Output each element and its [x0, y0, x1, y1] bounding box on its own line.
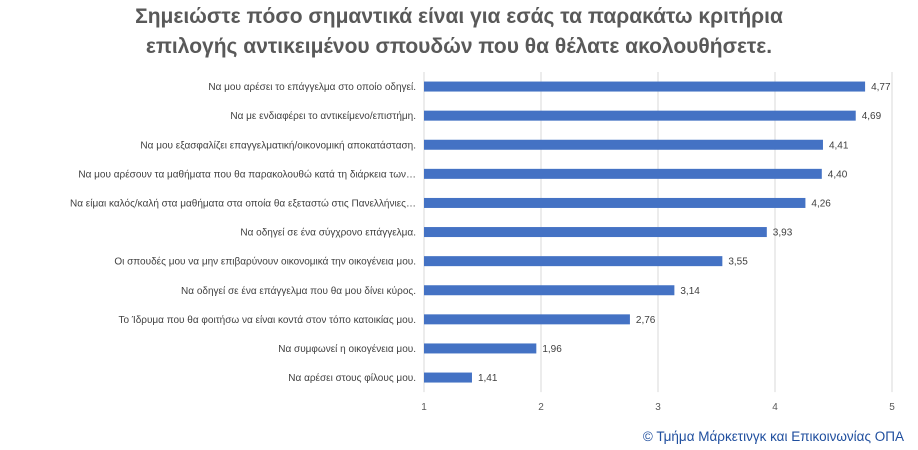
category-label: Το Ίδρυμα που θα φοιτήσω να είναι κοντά … [119, 314, 417, 326]
data-label: 3,55 [728, 257, 748, 268]
bar [424, 285, 675, 296]
category-label: Να αρέσει στους φίλους μου. [288, 372, 416, 384]
chart-title-line-1: Σημειώστε πόσο σημαντικά είναι για εσάς … [135, 5, 783, 28]
data-label: 4,40 [828, 169, 848, 180]
data-label: 4,77 [871, 82, 891, 93]
x-tick-label: 4 [772, 402, 778, 413]
bar [424, 81, 866, 92]
bar [424, 197, 806, 208]
copyright-footer: © Τμήμα Μάρκετινγκ και Επικοινωνίας ΟΠΑ [642, 429, 904, 444]
data-label: 3,93 [773, 228, 793, 239]
x-tick-label: 1 [421, 402, 427, 413]
bar [424, 343, 537, 354]
category-label: Να οδηγεί σε ένα σύγχρονο επάγγελμα. [240, 227, 416, 239]
bar [424, 110, 856, 121]
chart-title: Σημειώστε πόσο σημαντικά είναι για εσάς … [0, 2, 918, 62]
data-label: 3,14 [680, 286, 700, 297]
category-label: Να μου εξασφαλίζει επαγγελματική/οικονομ… [140, 139, 416, 151]
bar [424, 227, 767, 238]
data-label: 4,69 [862, 111, 882, 122]
x-tick-label: 2 [538, 402, 544, 413]
data-label: 1,41 [478, 373, 498, 384]
bar [424, 168, 822, 179]
category-label: Να είμαι καλός/καλή στα μαθήματα στα οπο… [70, 197, 416, 209]
chart-title-line-2: επιλογής αντικειμένου σπουδών που θα θέλ… [145, 35, 773, 58]
bar [424, 139, 823, 150]
category-label: Να οδηγεί σε ένα επάγγελμα που θα μου δί… [181, 285, 416, 297]
bar [424, 314, 630, 325]
category-label: Να συμφωνεί η οικογένεια μου. [278, 343, 416, 355]
x-tick-label: 3 [655, 402, 661, 413]
data-label: 4,41 [829, 140, 849, 151]
data-label: 2,76 [636, 315, 656, 326]
bar [424, 256, 723, 267]
bar [424, 372, 472, 383]
category-label: Να με ενδιαφέρει το αντικείμενο/επιστήμη… [230, 110, 416, 122]
category-label: Να μου αρέσει το επάγγελμα στο οποίο οδη… [208, 81, 416, 93]
data-label: 4,26 [811, 198, 831, 209]
data-label: 1,96 [542, 344, 562, 355]
x-tick-label: 5 [889, 402, 895, 413]
category-label: Να μου αρέσουν τα μαθήματα που θα παρακο… [78, 168, 416, 180]
category-label: Οι σπουδές μου να μην επιβαρύνουν οικονο… [114, 256, 416, 268]
